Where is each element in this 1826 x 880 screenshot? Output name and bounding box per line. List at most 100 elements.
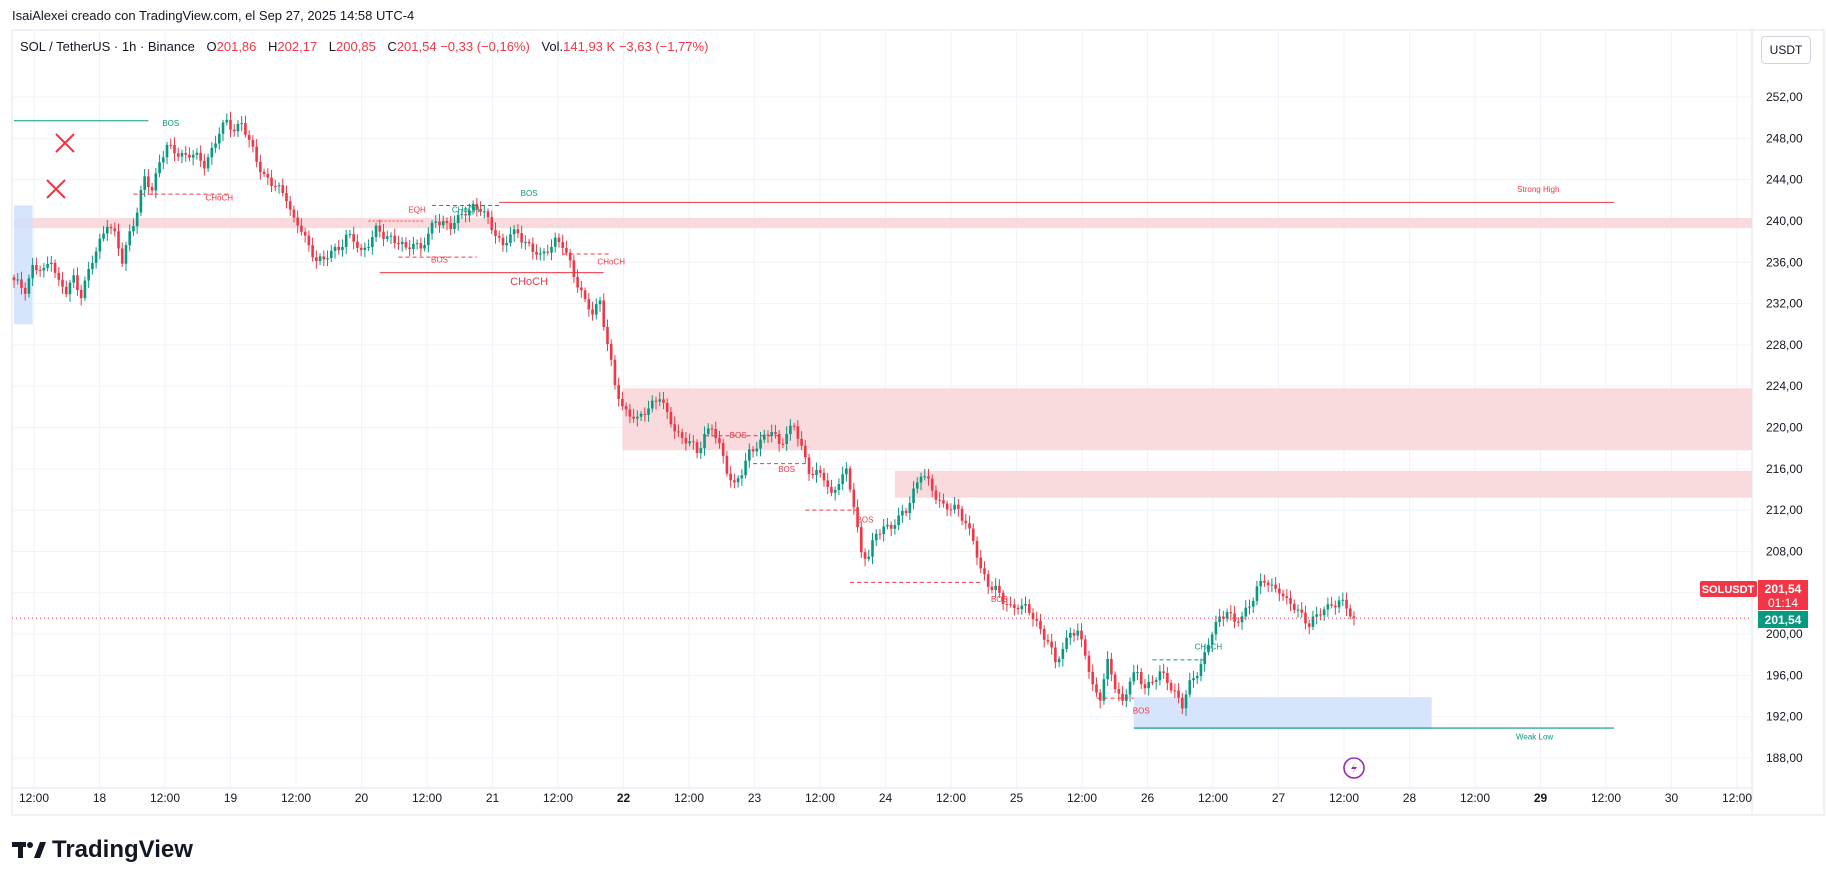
- structure-label: BOS: [1133, 707, 1150, 716]
- candle-body: [285, 193, 288, 202]
- symbol-label[interactable]: SOL / TetherUS · 1h · Binance: [20, 39, 195, 54]
- candle-body: [188, 154, 191, 158]
- candle-body: [938, 499, 941, 501]
- brand-logo[interactable]: TradingView: [12, 836, 193, 864]
- candle-body: [419, 243, 423, 249]
- candle-body: [322, 256, 326, 260]
- candle-body: [378, 225, 382, 232]
- candle-body: [240, 123, 243, 125]
- cross-marker-icon: [46, 179, 66, 199]
- candle-body: [1311, 616, 1315, 627]
- x-tick-label: 12:00: [1591, 791, 1621, 805]
- x-tick-label: 12:00: [805, 791, 835, 805]
- candle-body: [1057, 658, 1061, 663]
- structure-label: BOS: [730, 431, 747, 440]
- candle-body: [176, 153, 180, 157]
- candle-body: [598, 300, 602, 305]
- candle-body: [568, 252, 572, 261]
- candle-body: [680, 432, 684, 438]
- candle-body: [468, 210, 471, 216]
- x-tick-label: 12:00: [674, 791, 704, 805]
- y-tick-label: 188,00: [1766, 751, 1803, 765]
- candle-body: [721, 443, 725, 456]
- candle-body: [296, 217, 299, 226]
- x-tick-label: 12:00: [1722, 791, 1752, 805]
- candle-body: [1266, 582, 1270, 586]
- candle-body: [23, 287, 27, 294]
- candle-body: [647, 408, 650, 415]
- candle-body: [483, 211, 486, 213]
- candle-body: [1184, 694, 1188, 709]
- candle-body: [341, 246, 344, 251]
- candle-body: [572, 260, 576, 277]
- ohlc-legend: SOL / TetherUS · 1h · Binance O201,86 H2…: [20, 39, 708, 54]
- candle-body: [1210, 634, 1214, 645]
- candle-body: [561, 242, 564, 248]
- candle-body: [632, 416, 635, 419]
- candle-body: [106, 226, 109, 234]
- x-tick-label: 12:00: [1460, 791, 1490, 805]
- candle-body: [606, 326, 609, 345]
- structure-label: BOS: [991, 595, 1008, 604]
- candle-body: [841, 474, 844, 485]
- candle-body: [1199, 664, 1203, 676]
- candle-body: [759, 439, 762, 449]
- candle-body: [1162, 671, 1165, 673]
- candle-body: [1251, 600, 1255, 607]
- y-tick-label: 252,00: [1766, 90, 1803, 104]
- candle-body: [1270, 584, 1274, 586]
- price-tag-secondary-text: 201,54: [1765, 613, 1802, 627]
- y-tick-label: 232,00: [1766, 297, 1803, 311]
- price-tag-text: 201,54: [1765, 582, 1802, 596]
- candle-body: [456, 215, 460, 224]
- candle-body: [113, 228, 117, 232]
- y-tick-label: 200,00: [1766, 627, 1803, 641]
- structure-label: BOS: [778, 465, 795, 474]
- candle-body: [538, 253, 542, 255]
- candle-body: [1095, 684, 1098, 693]
- candle-body: [740, 475, 744, 479]
- candle-body: [165, 144, 169, 158]
- brand-name: TradingView: [52, 836, 193, 863]
- candle-body: [247, 134, 251, 140]
- candle-body: [960, 508, 964, 521]
- candle-body: [161, 157, 165, 163]
- candle-body: [658, 399, 662, 402]
- candle-body: [1087, 655, 1091, 672]
- candle-body: [27, 278, 31, 294]
- candle-body: [1195, 675, 1199, 679]
- candle-body: [684, 437, 688, 444]
- structure-label: Strong High: [1517, 185, 1559, 194]
- candle-body: [677, 431, 680, 433]
- candle-body: [397, 243, 400, 245]
- candle-body: [408, 247, 411, 249]
- candle-body: [35, 265, 38, 271]
- candle-body: [333, 246, 337, 251]
- candle-body: [882, 526, 885, 535]
- candle-body: [1083, 639, 1087, 656]
- candle-body: [453, 223, 456, 229]
- candle-body: [20, 279, 23, 288]
- candle-body: [1180, 697, 1184, 709]
- x-tick-label: 12:00: [1198, 791, 1228, 805]
- x-tick-label: 12:00: [150, 791, 180, 805]
- candle-body: [139, 189, 143, 213]
- candle-body: [673, 424, 676, 432]
- candle-body: [191, 154, 195, 158]
- structure-label: CHoCH: [206, 193, 234, 202]
- x-tick-label: 12:00: [19, 791, 49, 805]
- candle-body: [934, 490, 938, 500]
- candle-body: [404, 241, 408, 248]
- candle-body: [1177, 690, 1180, 698]
- supply-zone: [894, 470, 1752, 498]
- candle-body: [1102, 679, 1106, 701]
- attribution: IsaiAlexei creado con TradingView.com, e…: [12, 8, 415, 23]
- candle-body: [1285, 596, 1289, 599]
- countdown-text: 01:14: [1768, 596, 1798, 610]
- currency-button[interactable]: USDT: [1761, 36, 1811, 64]
- x-tick-label: 23: [748, 791, 762, 805]
- candle-body: [744, 460, 747, 476]
- candle-body: [490, 217, 494, 231]
- cross-marker-icon: [55, 133, 75, 153]
